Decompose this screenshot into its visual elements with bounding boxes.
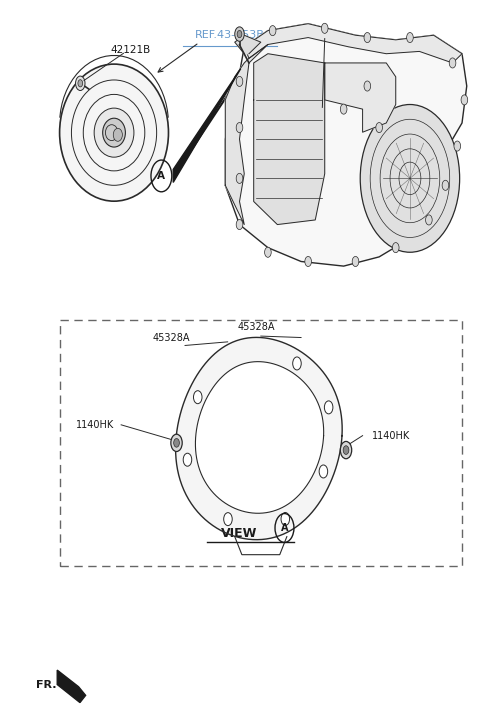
Circle shape [321,23,328,33]
Circle shape [392,243,399,253]
Circle shape [305,257,311,267]
Circle shape [425,215,432,225]
Circle shape [352,257,359,267]
Circle shape [364,81,371,91]
Polygon shape [244,24,462,63]
Circle shape [235,27,244,41]
Text: 1140HK: 1140HK [372,430,410,441]
Polygon shape [235,35,261,54]
Circle shape [364,33,371,43]
Polygon shape [176,337,342,539]
Circle shape [449,58,456,68]
Circle shape [236,173,243,183]
Ellipse shape [94,108,134,157]
Ellipse shape [103,119,125,147]
Polygon shape [325,63,396,132]
Text: 45328A: 45328A [237,323,275,332]
Polygon shape [57,670,86,702]
Polygon shape [225,24,467,266]
Text: A: A [281,523,288,533]
Circle shape [194,390,202,403]
Circle shape [341,104,347,114]
Text: 45000A: 45000A [300,92,340,102]
Circle shape [341,441,352,459]
Circle shape [376,123,382,132]
Polygon shape [173,69,240,182]
Polygon shape [195,361,324,513]
Circle shape [343,446,349,454]
Polygon shape [254,54,325,225]
Ellipse shape [59,64,169,201]
Circle shape [281,513,290,526]
Bar [59,320,462,566]
Text: 45328A: 45328A [152,333,190,343]
Circle shape [174,438,179,447]
Circle shape [224,513,232,526]
Circle shape [171,434,182,451]
Text: VIEW: VIEW [221,526,258,539]
Circle shape [442,180,449,190]
Circle shape [236,220,243,230]
Circle shape [78,80,83,87]
Circle shape [454,141,461,151]
Circle shape [269,25,276,36]
Circle shape [236,76,243,87]
Ellipse shape [113,128,122,141]
Circle shape [236,123,243,132]
Ellipse shape [360,105,460,252]
Circle shape [319,465,328,478]
Circle shape [324,401,333,414]
Polygon shape [225,44,268,225]
Text: 42121B: 42121B [111,44,151,55]
Circle shape [407,33,413,43]
Circle shape [293,357,301,370]
Circle shape [264,247,271,257]
Text: REF.43-453B: REF.43-453B [195,31,265,40]
Text: A: A [158,171,165,181]
Circle shape [461,95,468,105]
Text: FR.: FR. [36,680,57,689]
Circle shape [237,31,242,38]
Circle shape [76,76,85,90]
Circle shape [183,453,192,466]
Text: 1140HK: 1140HK [76,419,114,430]
